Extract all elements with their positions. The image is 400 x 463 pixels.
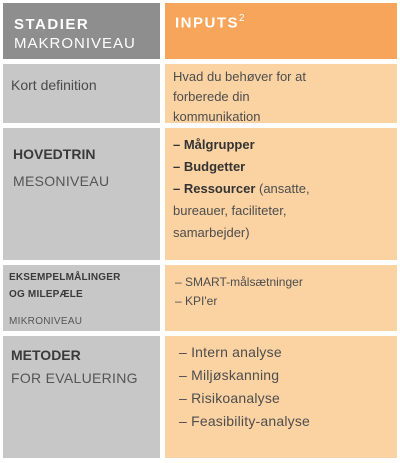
short-definition-value-cell: Hvad du behøver for at forberede din kom…: [165, 64, 397, 124]
main-steps-title: HOVEDTRIN: [13, 146, 96, 162]
short-definition-label-cell: Kort definition: [3, 64, 160, 123]
micro-level-label: MIKRONIVEAU: [9, 316, 83, 327]
example-metrics-inputs-cell: – SMART-målsætninger – KPI'er: [165, 265, 397, 331]
input-item: – Målgrupper: [173, 134, 397, 156]
method-item: – Intern analyse: [179, 344, 282, 360]
header-macro-level: MAKRONIVEAU: [14, 35, 136, 52]
metric-item: – KPI'er: [175, 294, 218, 308]
header-stages-title: STADIER: [14, 16, 90, 33]
input-item-bold: – Budgetter: [173, 159, 246, 174]
method-item: – Miljøskanning: [179, 367, 280, 383]
definition-line: Hvad du behøver for at: [173, 69, 306, 84]
input-item-continuation: bureauer, faciliteter,: [173, 203, 287, 218]
input-item-bold: – Målgrupper: [173, 137, 255, 152]
method-item: – Feasibility-analyse: [179, 413, 311, 429]
methods-inputs-cell: – Intern analyse – Miljøskanning – Risik…: [165, 336, 397, 458]
definition-line: forberede din: [173, 89, 250, 104]
method-item: – Risikoanalyse: [179, 390, 281, 406]
metric-item: – SMART-målsætninger: [175, 275, 303, 289]
input-item: – Budgetter: [173, 156, 397, 178]
example-metrics-label-cell: EKSEMPELMÅLINGER OG MILEPÆLE MIKRONIVEAU: [3, 265, 160, 331]
header-inputs-cell: INPUTS2: [165, 3, 397, 59]
short-definition-label: Kort definition: [11, 77, 97, 93]
input-item: – Ressourcer (ansatte,: [173, 178, 397, 200]
meso-level-label: MESONIVEAU: [13, 173, 110, 189]
input-item-continuation: samarbejder): [173, 225, 250, 240]
input-item-bold: – Ressourcer: [173, 181, 256, 196]
milestones-title: OG MILEPÆLE: [9, 289, 83, 300]
header-stages-cell: STADIER MAKRONIVEAU: [3, 3, 160, 59]
methods-title: METODER: [11, 347, 81, 363]
main-steps-inputs-cell: – Målgrupper – Budgetter – Ressourcer (a…: [165, 128, 397, 260]
example-metrics-title: EKSEMPELMÅLINGER: [9, 272, 121, 283]
for-evaluation-label: FOR EVALUERING: [11, 370, 138, 386]
definition-line: kommunikation: [173, 109, 261, 124]
input-item-rest: (ansatte,: [255, 181, 310, 196]
header-inputs-title: INPUTS: [175, 14, 240, 32]
methods-label-cell: METODER FOR EVALUERING: [3, 336, 160, 458]
header-inputs-footnote: 2: [239, 13, 245, 24]
main-steps-label-cell: HOVEDTRIN MESONIVEAU: [3, 128, 160, 260]
